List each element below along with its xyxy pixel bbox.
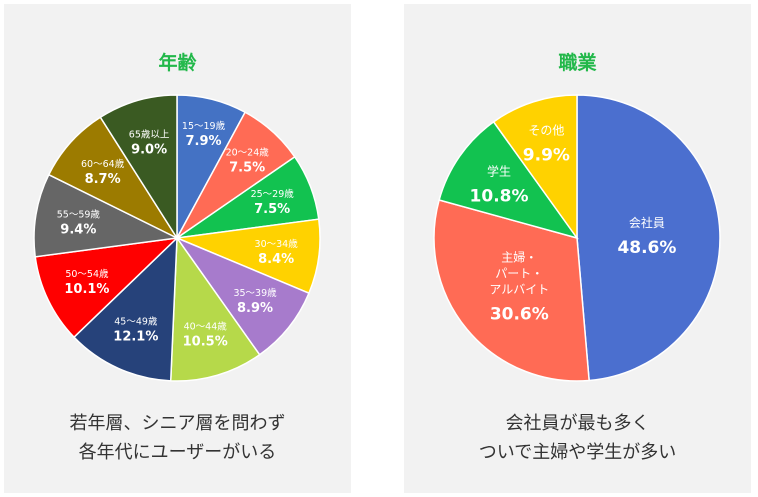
- value-label: 8.4%: [258, 252, 294, 267]
- occupation-caption-line-1: 会社員が最も多く: [505, 413, 650, 434]
- slice-label: 会社員 48.6%: [617, 215, 676, 258]
- pie-slice: [33, 173, 180, 258]
- category-label: 50～54歳: [65, 268, 109, 280]
- age-pie-chart: 15～19歳 7.9% 20～24歳 7.5% 25～29歳 7.5% 30～34歳 8.4%…: [33, 94, 321, 382]
- age-caption-line-1: 若年層、シニア層を問わず: [69, 413, 286, 434]
- category-label: 会社員: [629, 215, 665, 230]
- slice-label: 45～49歳 12.1%: [113, 316, 158, 345]
- category-label: 60～64歳: [81, 158, 125, 170]
- category-label: 40～44歳: [184, 321, 228, 333]
- slice-label: 25～29歳 7.5%: [251, 188, 295, 217]
- age-panel: 年齢 15～19歳 7.9% 20～24歳 7.5% 25～29歳 7.5% 30～34歳 8…: [4, 4, 351, 493]
- slice-label: その他 9.9%: [523, 124, 570, 166]
- category-label: 主婦・: [501, 250, 537, 265]
- slice-label: 50～54歳 10.1%: [64, 268, 109, 297]
- category-label: パート・: [495, 267, 543, 281]
- age-chart-title: 年齢: [158, 52, 197, 74]
- value-label: 30.6%: [490, 305, 549, 325]
- category-label: 65歳以上: [129, 129, 170, 141]
- value-label: 12.1%: [113, 330, 158, 345]
- occupation-pie-chart: 会社員 48.6% 主婦・パート・アルバイト 30.6% 学生 10.8% その他 9.9%: [433, 94, 721, 382]
- occupation-caption: 会社員が最も多く ついで主婦や学生が多い: [404, 409, 751, 467]
- category-label: 20～24歳: [226, 146, 270, 158]
- value-label: 48.6%: [617, 238, 676, 258]
- pie-slice: [433, 199, 590, 382]
- age-caption-line-2: 各年代にユーザーがいる: [78, 442, 277, 463]
- slice-label: 55～59歳 9.4%: [57, 208, 101, 237]
- occupation-panel: 職業 会社員 48.6% 主婦・パート・アルバイト 30.6% 学生 10.8% その他 9.…: [404, 4, 751, 493]
- slice-label: 30～34歳 8.4%: [255, 238, 299, 267]
- category-label: 15～19歳: [182, 120, 226, 132]
- slice-label: 40～44歳 10.5%: [183, 321, 228, 350]
- value-label: 7.5%: [254, 202, 290, 217]
- pie-slice: [169, 235, 261, 382]
- value-label: 8.9%: [237, 301, 273, 316]
- value-label: 7.9%: [185, 134, 221, 149]
- pie-slice: [99, 94, 178, 241]
- slice-label: 35～39歳 8.9%: [233, 287, 277, 316]
- category-label: 30～34歳: [255, 238, 299, 250]
- pie-slice: [438, 120, 579, 240]
- slice-label: 15～19歳 7.9%: [182, 120, 226, 149]
- slice-label: 60～64歳 8.7%: [81, 158, 125, 187]
- slice-label: 65歳以上 9.0%: [129, 129, 170, 158]
- value-label: 7.5%: [229, 160, 265, 175]
- category-label: 45～49歳: [114, 316, 158, 328]
- slice-label: 20～24歳 7.5%: [226, 146, 270, 175]
- pie-slice: [174, 236, 310, 356]
- category-label: 学生: [487, 163, 511, 178]
- pie-slice: [72, 236, 178, 382]
- category-label: アルバイト: [489, 283, 549, 297]
- value-label: 9.4%: [60, 222, 96, 237]
- pie-slice: [576, 94, 721, 382]
- slice-label: 学生 10.8%: [470, 163, 529, 206]
- value-label: 10.1%: [64, 282, 109, 297]
- occupation-chart-title: 職業: [558, 52, 597, 74]
- occupation-caption-line-2: ついで主婦や学生が多い: [478, 442, 677, 463]
- category-label: 35～39歳: [233, 287, 277, 299]
- category-label: その他: [528, 124, 564, 138]
- category-label: 25～29歳: [251, 188, 295, 200]
- value-label: 8.7%: [85, 172, 121, 187]
- pie-slice: [34, 236, 180, 339]
- age-caption: 若年層、シニア層を問わず 各年代にユーザーがいる: [4, 409, 351, 467]
- slice-label: 主婦・パート・アルバイト 30.6%: [489, 250, 549, 325]
- value-label: 10.8%: [470, 186, 529, 206]
- category-label: 55～59歳: [57, 208, 101, 220]
- pie-slice: [492, 94, 578, 241]
- value-label: 10.5%: [183, 335, 228, 350]
- value-label: 9.0%: [131, 143, 167, 158]
- value-label: 9.9%: [523, 146, 570, 166]
